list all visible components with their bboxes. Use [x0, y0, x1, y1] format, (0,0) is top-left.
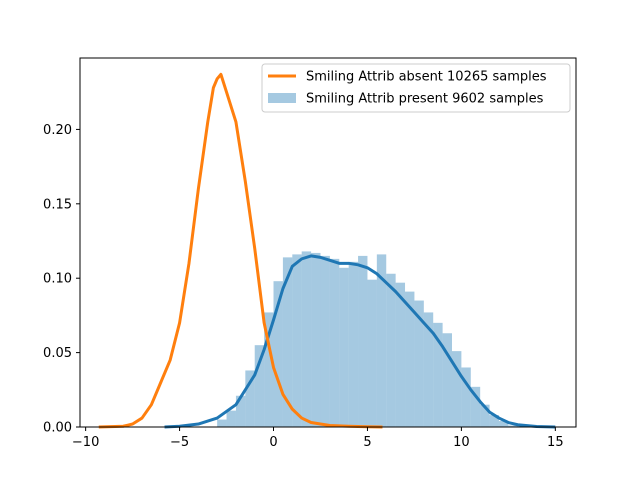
x-tick-label: 10 — [453, 435, 470, 450]
kde-line-present — [164, 254, 556, 429]
histogram-bar — [395, 282, 406, 427]
histogram-bar — [433, 322, 443, 427]
histogram-bar — [311, 252, 321, 427]
histogram-bars — [217, 251, 518, 427]
histogram-bar — [264, 312, 274, 427]
histogram-bar — [470, 386, 481, 427]
histogram-bar — [376, 254, 387, 427]
histogram-bar — [386, 273, 396, 427]
y-tick-label: 0.10 — [43, 272, 72, 287]
x-tick-label: −10 — [72, 435, 99, 450]
legend-box — [261, 63, 571, 113]
legend-swatch-present — [268, 93, 296, 103]
x-tick-label: 0 — [269, 435, 277, 450]
histogram-bar — [442, 333, 452, 427]
legend-label-present: Smiling Attrib present 9602 samples — [306, 92, 544, 107]
histogram-bar — [282, 257, 293, 427]
y-tick-label: 0.05 — [43, 346, 72, 361]
histogram-bar — [423, 312, 434, 427]
histogram-bar — [320, 255, 330, 427]
kde-line-absent — [98, 72, 383, 429]
histogram-bar — [301, 251, 312, 427]
legend: Smiling Attrib absent 10265 samples Smil… — [261, 63, 571, 113]
histogram-bar — [452, 351, 462, 427]
histogram-bar — [217, 419, 227, 427]
histogram-bar — [226, 410, 236, 427]
plot-frame — [79, 57, 577, 428]
y-tick-label: 0.00 — [43, 421, 72, 436]
kde-lines — [98, 72, 556, 429]
histogram-bar — [414, 300, 424, 427]
histogram-bar — [273, 281, 283, 427]
histogram-bar — [254, 345, 265, 427]
histogram-bar — [339, 267, 349, 427]
histogram-bar — [358, 255, 368, 427]
histogram-bar — [348, 261, 359, 427]
histogram-bar — [235, 395, 246, 427]
histogram-bar — [489, 415, 499, 427]
histogram-bar — [245, 370, 255, 427]
histogram-bar — [498, 421, 509, 427]
x-axis: −10 −5 0 5 10 15 — [72, 427, 564, 450]
y-tick-label: 0.15 — [43, 197, 72, 212]
y-axis: 0.00 0.05 0.10 0.15 0.20 — [43, 123, 80, 436]
histogram-bar — [292, 254, 302, 427]
histogram-bar — [480, 404, 490, 427]
x-tick-label: 15 — [547, 435, 564, 450]
y-tick-label: 0.20 — [43, 123, 72, 138]
x-tick-label: 5 — [363, 435, 371, 450]
histogram-bar — [405, 291, 415, 427]
histogram-bar — [508, 425, 518, 427]
x-tick-label: −5 — [170, 435, 189, 450]
legend-label-absent: Smiling Attrib absent 10265 samples — [306, 70, 547, 85]
histogram-bar — [461, 367, 471, 427]
histogram-bar — [329, 258, 340, 427]
histogram-bar — [367, 279, 377, 427]
